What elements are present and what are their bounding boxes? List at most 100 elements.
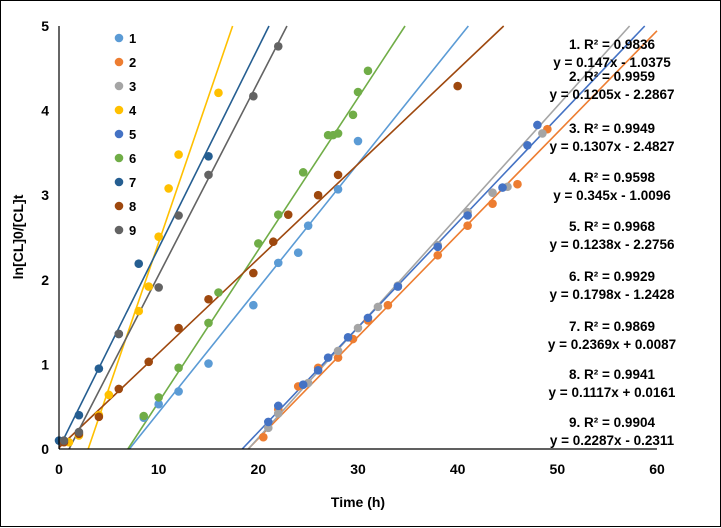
point-series-1 <box>204 359 213 368</box>
point-series-1 <box>333 184 343 194</box>
point-series-5 <box>264 417 273 427</box>
trendline-series-1 <box>128 25 469 450</box>
point-series-1 <box>154 399 163 409</box>
point-series-8 <box>114 384 124 394</box>
point-series-6 <box>154 393 163 402</box>
r2-label-6: 6. R² = 0.9929 <box>569 269 655 284</box>
point-series-9 <box>154 283 163 292</box>
point-series-6 <box>204 318 213 328</box>
point-series-2 <box>488 199 497 208</box>
point-series-6 <box>298 168 308 177</box>
point-series-5 <box>523 140 532 150</box>
point-series-5 <box>433 242 443 252</box>
x-tick-label: 60 <box>649 461 665 477</box>
trendlines <box>58 25 658 450</box>
point-series-4 <box>164 184 173 193</box>
point-series-3 <box>353 323 363 333</box>
point-series-6 <box>353 87 363 97</box>
point-series-2 <box>463 221 472 230</box>
point-series-4 <box>144 282 153 291</box>
point-series-9 <box>59 436 69 445</box>
point-series-4 <box>214 88 223 98</box>
x-tick-label: 40 <box>450 461 466 477</box>
x-tick-label: 0 <box>55 461 63 477</box>
point-series-7 <box>204 151 213 161</box>
point-series-6 <box>254 239 263 248</box>
legend-marker-6 <box>114 153 124 163</box>
legend-label-5: 5 <box>129 127 136 142</box>
legend-label-8: 8 <box>129 199 136 214</box>
legend-label-4: 4 <box>129 103 137 118</box>
point-series-8 <box>144 357 153 367</box>
equation-label-8: y = 0.1117x + 0.0161 <box>549 385 676 400</box>
point-series-5 <box>273 401 283 411</box>
point-series-7 <box>134 259 144 269</box>
point-series-9 <box>249 91 258 101</box>
point-series-5 <box>298 380 308 390</box>
trendline-series-6 <box>127 25 406 450</box>
trendline-series-3 <box>247 25 631 450</box>
point-series-3 <box>373 302 383 312</box>
equation-label-1: y = 0.147x - 1.0375 <box>553 55 671 70</box>
y-tick-label: 5 <box>41 18 49 34</box>
point-series-2 <box>383 300 393 310</box>
x-axis-label: Time (h) <box>331 494 385 510</box>
point-series-8 <box>283 210 293 219</box>
legend: 1 2 3 4 5 6 7 8 9 <box>114 31 137 238</box>
point-series-4 <box>154 232 163 241</box>
point-series-8 <box>453 81 462 91</box>
r2-label-4: 4. R² = 0.9598 <box>569 170 655 185</box>
y-tick-label: 0 <box>41 441 49 457</box>
legend-marker-3 <box>114 81 124 91</box>
y-axis-label: ln[CL]0/[CL]t <box>10 194 26 279</box>
trendline-series-5 <box>241 25 646 450</box>
legend-label-3: 3 <box>129 79 136 94</box>
point-series-1 <box>249 300 258 310</box>
point-series-9 <box>174 211 183 220</box>
r2-label-8: 8. R² = 0.9941 <box>569 367 655 382</box>
point-series-5 <box>313 366 323 375</box>
point-series-2 <box>433 250 443 260</box>
x-tick-label: 10 <box>151 461 167 477</box>
legend-marker-4 <box>114 105 124 115</box>
point-series-5 <box>363 313 373 323</box>
data-points <box>54 42 552 447</box>
r2-label-9: 9. R² = 0.9904 <box>569 415 655 430</box>
legend-label-1: 1 <box>129 31 136 46</box>
point-series-8 <box>174 323 183 333</box>
point-series-6 <box>348 110 358 120</box>
equation-label-3: y = 0.1307x - 2.4827 <box>550 139 675 154</box>
point-series-9 <box>204 170 213 180</box>
point-series-6 <box>273 210 283 219</box>
equation-label-9: y = 0.2287x - 0.2311 <box>550 433 675 448</box>
y-tick-label: 3 <box>41 187 49 203</box>
legend-marker-5 <box>114 129 124 139</box>
trendline-series-8 <box>58 25 505 449</box>
point-series-1 <box>174 387 183 396</box>
point-series-5 <box>343 333 353 342</box>
trendline-series-7 <box>58 25 270 449</box>
point-series-3 <box>264 423 273 433</box>
point-series-1 <box>273 258 283 268</box>
legend-label-6: 6 <box>129 151 136 166</box>
point-series-9 <box>114 329 124 339</box>
point-series-5 <box>533 120 542 130</box>
point-series-3 <box>333 346 343 356</box>
equation-label-4: y = 0.345x - 1.0096 <box>553 188 671 203</box>
point-series-1 <box>353 136 363 146</box>
equation-label-7: y = 0.2369x + 0.0087 <box>548 337 676 352</box>
point-series-8 <box>333 170 343 180</box>
point-series-7 <box>94 364 104 373</box>
point-series-5 <box>393 282 403 291</box>
y-tick-label: 2 <box>41 272 49 288</box>
point-series-6 <box>363 66 373 76</box>
trendline-series-9 <box>68 25 288 450</box>
point-series-8 <box>94 412 104 422</box>
point-series-5 <box>498 183 507 192</box>
point-series-3 <box>538 129 547 138</box>
y-tick-label: 4 <box>41 103 49 119</box>
legend-marker-7 <box>114 177 124 187</box>
x-tick-label: 30 <box>350 461 366 477</box>
point-series-9 <box>74 427 84 437</box>
